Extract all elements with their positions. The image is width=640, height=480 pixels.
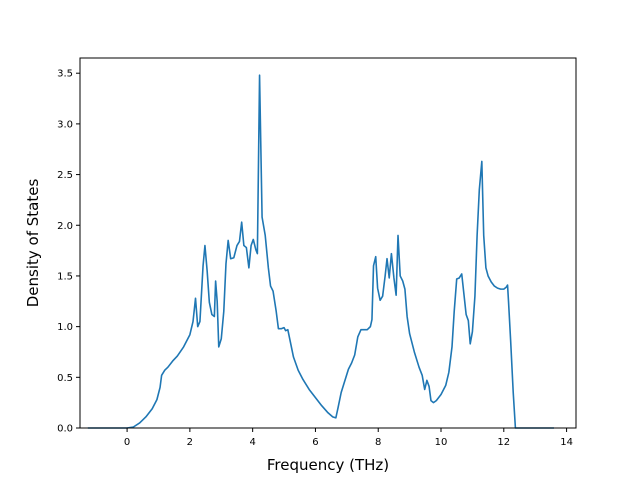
series-layer bbox=[87, 74, 555, 429]
x-tick-label: 12 bbox=[497, 437, 510, 448]
plot-frame bbox=[79, 57, 577, 429]
y-tick-label: 1.0 bbox=[57, 322, 73, 333]
y-tick-label: 0.5 bbox=[57, 373, 73, 384]
x-tick-label: 10 bbox=[435, 437, 448, 448]
y-axis-title: Density of States bbox=[24, 179, 42, 308]
x-tick-label: 14 bbox=[560, 437, 573, 448]
x-axis-ticks: 0 2 4 6 8 10 12 14 bbox=[124, 428, 573, 448]
y-tick-label: 3.5 bbox=[57, 69, 73, 80]
x-tick-label: 8 bbox=[375, 437, 381, 448]
x-tick-label: 4 bbox=[249, 437, 255, 448]
y-tick-label: 3.0 bbox=[57, 119, 73, 130]
x-tick-label: 6 bbox=[312, 437, 318, 448]
y-tick-label: 2.0 bbox=[57, 221, 73, 232]
y-tick-label: 0.0 bbox=[57, 424, 73, 435]
plot-background bbox=[80, 58, 576, 428]
x-tick-label: 2 bbox=[187, 437, 193, 448]
y-tick-label: 2.5 bbox=[57, 170, 73, 181]
x-tick-label: 0 bbox=[124, 437, 130, 448]
x-axis-title: Frequency (THz) bbox=[267, 456, 389, 474]
y-tick-label: 1.5 bbox=[57, 271, 73, 282]
dos-series-line-0 bbox=[87, 74, 555, 429]
y-axis-ticks: 0.0 0.5 1.0 1.5 2.0 2.5 3.0 3.5 bbox=[57, 69, 80, 435]
